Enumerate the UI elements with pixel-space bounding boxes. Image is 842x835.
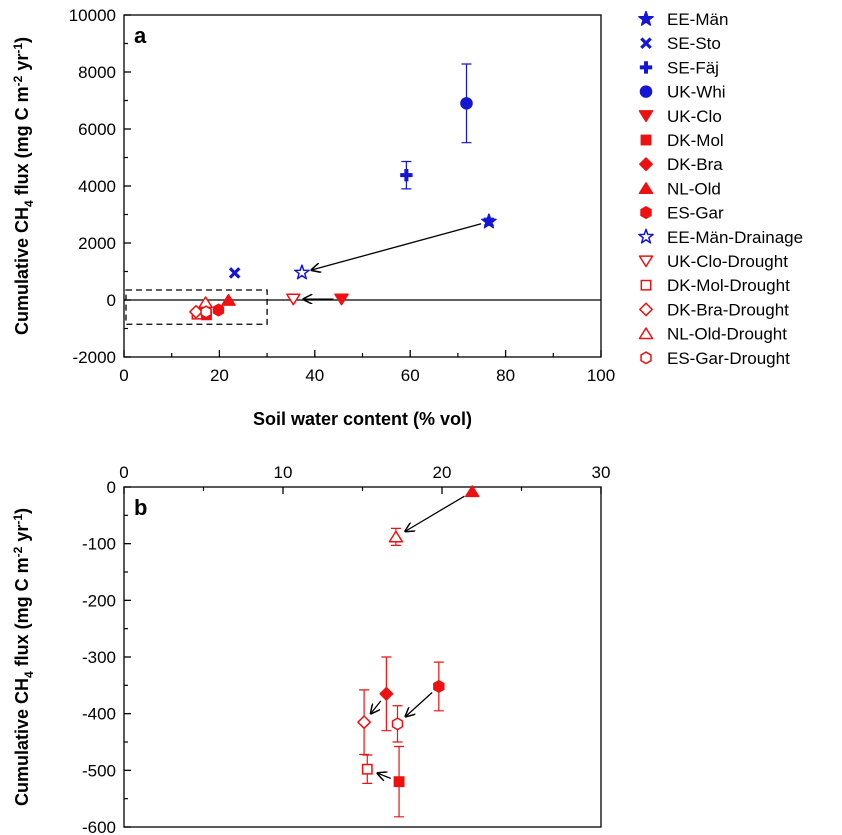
panel-a-point-ee-man-drainage <box>294 264 310 280</box>
legend-label-uk-clo-drought: UK-Clo-Drought <box>667 252 788 271</box>
legend: EE-Män SE-Sto SE-Fäj UK-Whi UK-Clo DK-Mol DK-B… <box>638 10 803 368</box>
legend-label-uk-clo: UK-Clo <box>667 107 722 126</box>
panel-a-point-se-sto <box>228 267 241 279</box>
panel-b-y-tick-label: -400 <box>82 705 116 724</box>
panel-a-x-tick-label: 0 <box>119 366 128 385</box>
panel-a-point-es-gar-drought <box>200 305 212 319</box>
panel-b-arrow <box>371 700 382 714</box>
panel-a-x-tick-label: 80 <box>496 366 515 385</box>
panel-a-x-tick-label: 100 <box>587 366 615 385</box>
legend-marker-dk-bra-drought <box>639 302 653 317</box>
panel-a-panel-label: a <box>134 23 147 48</box>
panel-b-y-tick-label: -300 <box>82 648 116 667</box>
panel-b-point-dk-mol-drought <box>361 763 373 775</box>
panel-a-x-tick-label: 40 <box>305 366 324 385</box>
legend-marker-se-sto <box>640 37 652 50</box>
panel-a-point-ee-man <box>481 213 497 229</box>
legend-label-ee-man-drainage: EE-Män-Drainage <box>667 228 803 247</box>
legend-marker-se-faj <box>639 61 653 74</box>
legend-label-uk-whi: UK-Whi <box>667 83 726 102</box>
panel-a-point-es-gar <box>212 303 225 317</box>
panel-b-arrow <box>406 692 433 717</box>
legend-marker-dk-mol <box>640 134 652 146</box>
panel-a-zoom-highlight-box <box>125 289 268 325</box>
panel-a-y-tick-label: 2000 <box>78 234 116 253</box>
legend-marker-ee-man-drainage <box>638 228 654 244</box>
panel-a-x-tick-label: 60 <box>401 366 420 385</box>
panel-a-y-tick-label: -2000 <box>73 348 116 367</box>
panel-b-x-tick-label: 30 <box>592 463 611 482</box>
panel-b-x-tick-label: 0 <box>119 463 128 482</box>
panel-b-y-tick-label: -500 <box>82 761 116 780</box>
legend-label-es-gar-drought: ES-Gar-Drought <box>667 349 790 368</box>
panel-b-point-nl-old <box>464 485 480 498</box>
panel-a-y-tick-label: 6000 <box>78 120 116 139</box>
panel-a-point-nl-old <box>221 293 236 306</box>
legend-marker-uk-whi <box>639 85 653 98</box>
panel-a-y-tick-label: 8000 <box>78 63 116 82</box>
panel-a: 0 20 40 60 80 100-20000200040006000800010000a… <box>11 6 615 429</box>
panel-a-arrow <box>312 223 482 270</box>
panel-a-x-axis-label: Soil water content (% vol) <box>253 409 472 429</box>
panel-b-point-dk-bra-drought <box>357 715 372 730</box>
panel-b-y-tick-label: -100 <box>82 535 116 554</box>
panel-a-y-tick-label: 0 <box>107 291 116 310</box>
legend-marker-es-gar-drought <box>640 351 652 365</box>
panel-b-x-tick-label: 10 <box>274 463 293 482</box>
panel-b: 0 10 20 30 -600 -500 -400 -300 -200 -100 0b Cumulat… <box>11 463 610 835</box>
panel-b-point-dk-mol <box>393 776 405 788</box>
panel-b-panel-label: b <box>134 495 147 520</box>
panel-a-point-se-faj <box>400 168 413 182</box>
legend-label-dk-bra: DK-Bra <box>667 155 723 174</box>
legend-label-es-gar: ES-Gar <box>667 204 724 223</box>
legend-label-ee-man: EE-Män <box>667 10 728 29</box>
panel-b-point-nl-old-drought <box>388 530 404 543</box>
panel-a-point-dk-bra-drought <box>189 304 203 319</box>
panel-b-x-tick-label: 20 <box>433 463 452 482</box>
panel-b-arrow <box>405 495 465 531</box>
legend-marker-dk-bra <box>639 157 653 172</box>
panel-b-point-es-gar-drought <box>391 717 404 731</box>
panel-b-y-axis-label: Cumulative CH4 flux (mg C m-2 yr-1) <box>11 508 36 806</box>
legend-marker-dk-mol-drought <box>640 279 652 291</box>
panel-a-x-tick-label: 20 <box>210 366 229 385</box>
panel-b-plot-frame <box>123 486 602 828</box>
panel-a-y-tick-label: 10000 <box>69 6 116 25</box>
panel-b-point-es-gar <box>433 679 445 694</box>
panel-b-y-tick-label: -200 <box>82 591 116 610</box>
legend-marker-es-gar <box>640 206 652 220</box>
panel-a-point-uk-clo <box>334 293 349 306</box>
legend-label-se-faj: SE-Fäj <box>667 58 719 77</box>
panel-b-point-dk-bra <box>379 686 394 701</box>
panel-a-y-tick-label: 4000 <box>78 177 116 196</box>
panel-a-y-axis-label: Cumulative CH4 flux (mg C m-2 yr-1) <box>11 37 36 335</box>
panel-b-y-tick-label: -600 <box>82 818 116 835</box>
panel-b-y-tick-label: 0 <box>107 478 116 497</box>
legend-label-dk-mol-drought: DK-Mol-Drought <box>667 276 790 295</box>
legend-label-nl-old: NL-Old <box>667 179 721 198</box>
legend-marker-nl-old-drought <box>638 327 654 340</box>
legend-marker-nl-old <box>638 182 654 195</box>
panel-b-arrow <box>378 773 391 778</box>
legend-label-dk-bra-drought: DK-Bra-Drought <box>667 300 789 319</box>
legend-label-nl-old-drought: NL-Old-Drought <box>667 325 787 344</box>
legend-label-se-sto: SE-Sto <box>667 34 721 53</box>
legend-marker-uk-clo <box>638 110 654 123</box>
legend-label-dk-mol: DK-Mol <box>667 131 724 150</box>
legend-marker-uk-clo-drought <box>638 255 654 268</box>
legend-marker-ee-man <box>638 10 654 26</box>
panel-a-point-uk-whi <box>460 97 473 110</box>
panel-a-point-uk-clo-drought <box>286 293 301 306</box>
